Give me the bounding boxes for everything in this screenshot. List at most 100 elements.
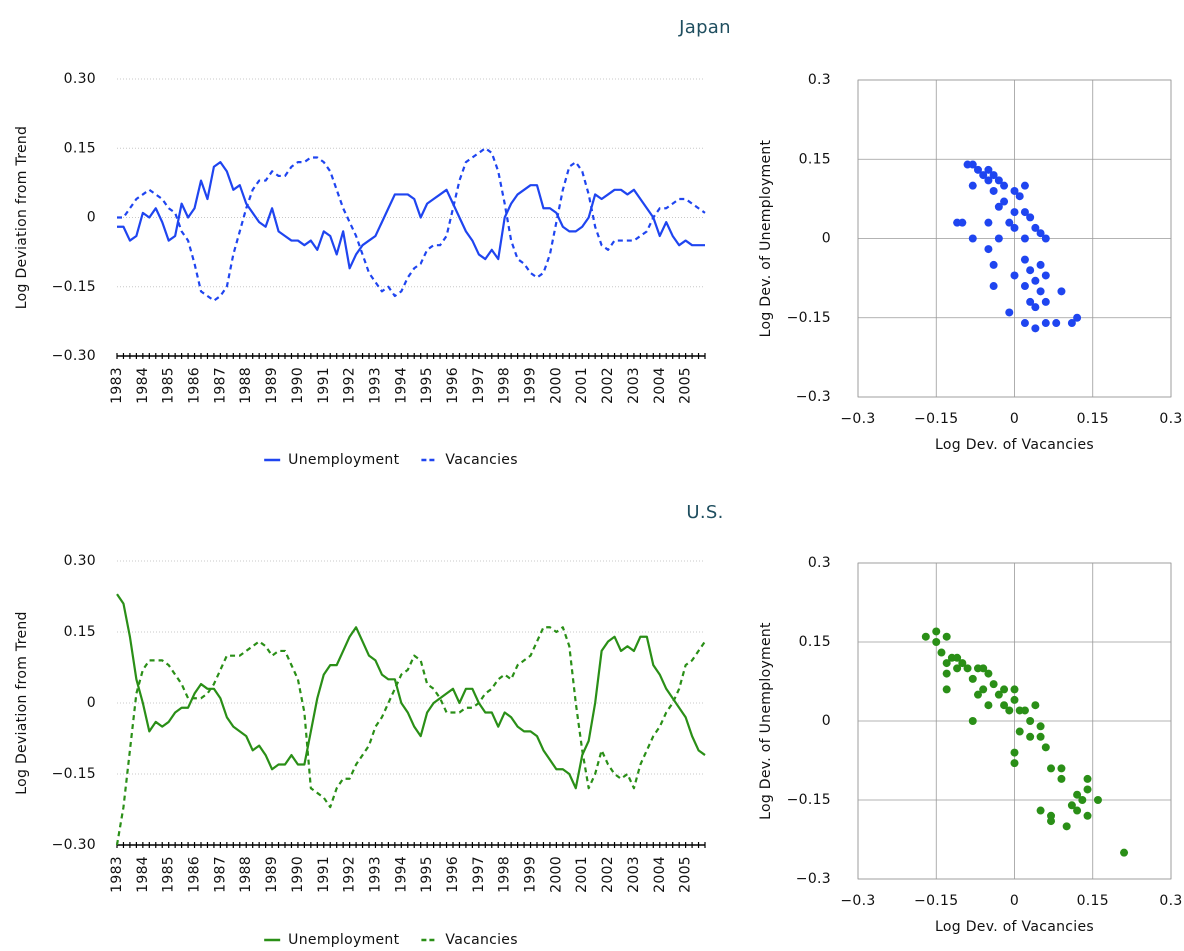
scatter-point — [1026, 732, 1035, 741]
x-tick-label: 1990 — [290, 367, 306, 404]
series-line — [117, 147, 706, 302]
scatter-point — [1047, 817, 1056, 826]
x-tick-label: 2005 — [678, 367, 694, 404]
x-tick-label: 2003 — [626, 856, 642, 893]
scatter-point — [1026, 297, 1035, 306]
x-tick-label: −0.3 — [840, 411, 875, 427]
scatter-point — [942, 659, 951, 668]
scatter-point — [953, 664, 962, 673]
scatter-point — [1041, 271, 1050, 280]
x-tick-label: 0.15 — [1077, 893, 1109, 909]
scatter-point — [984, 165, 993, 174]
y-tick-label: −0.15 — [787, 792, 831, 808]
y-tick-label: −0.3 — [796, 871, 831, 887]
scatter-point — [1010, 271, 1019, 280]
scatter-point — [1057, 287, 1066, 296]
scatter-point — [973, 690, 982, 699]
scatter-point — [1120, 848, 1129, 857]
scatter-point — [1067, 801, 1076, 810]
scatter-point — [953, 653, 962, 662]
scatter-point — [989, 282, 998, 291]
legend-label: Unemployment — [288, 932, 399, 948]
x-tick-label: 0 — [1010, 411, 1019, 427]
x-tick-label: 1983 — [109, 856, 125, 893]
x-tick-label: 1991 — [316, 856, 332, 893]
scatter-point — [1010, 186, 1019, 195]
scatter-point — [1052, 319, 1061, 328]
scatter-point — [1026, 266, 1035, 275]
scatter-point — [973, 165, 982, 174]
scatter-point — [979, 685, 988, 694]
scatter-point — [968, 181, 977, 190]
scatter-point — [984, 245, 993, 254]
scatter-point — [1041, 319, 1050, 328]
y-tick-label: 0 — [87, 210, 96, 226]
scatter-point — [1036, 260, 1045, 269]
scatter-point — [958, 218, 967, 227]
section-title: Japan — [678, 17, 731, 38]
legend: Unemployment Vacancies — [264, 452, 518, 468]
scatter-point — [1020, 234, 1029, 243]
scatter-point — [994, 234, 1003, 243]
scatter-point — [932, 627, 941, 636]
y-tick-label: 0.30 — [64, 553, 96, 569]
x-tick-label: 0.3 — [1159, 893, 1182, 909]
x-tick-label: 1989 — [264, 367, 280, 404]
y-tick-label: −0.15 — [52, 766, 96, 782]
x-tick-label: 1994 — [393, 367, 409, 404]
y-tick-label: −0.3 — [796, 389, 831, 405]
scatter-point — [1005, 218, 1014, 227]
y-tick-label: −0.30 — [52, 348, 96, 364]
x-tick-label: 1992 — [342, 856, 358, 893]
scatter-point — [1031, 701, 1040, 710]
y-tick-label: 0.15 — [64, 624, 96, 640]
y-tick-label: 0.30 — [64, 71, 96, 87]
x-tick-label: 2002 — [600, 856, 616, 893]
x-tick-label: 2002 — [600, 367, 616, 404]
scatter-point — [1015, 727, 1024, 736]
y-tick-label: 0.15 — [799, 634, 831, 650]
scatter-point — [984, 669, 993, 678]
scatter-point — [1000, 685, 1009, 694]
legend-label: Vacancies — [445, 932, 517, 948]
scatter-point — [958, 659, 967, 668]
y-tick-label: 0 — [822, 231, 831, 247]
scatter-point — [1010, 759, 1019, 768]
scatter-point — [968, 234, 977, 243]
scatter-point — [979, 664, 988, 673]
y-tick-label: 0 — [87, 695, 96, 711]
x-tick-label: 1996 — [445, 367, 461, 404]
x-axis-label: Log Dev. of Vacancies — [935, 919, 1094, 935]
scatter-point — [1057, 774, 1066, 783]
y-axis-label: Log Dev. of Unemployment — [758, 622, 774, 820]
x-tick-label: 2001 — [574, 856, 590, 893]
y-tick-label: 0.15 — [799, 151, 831, 167]
x-tick-label: 1987 — [212, 856, 228, 893]
x-tick-label: 2005 — [678, 856, 694, 893]
scatter-point — [1073, 806, 1082, 815]
x-tick-label: 1992 — [342, 367, 358, 404]
scatter-point — [1041, 743, 1050, 752]
scatter-point — [963, 664, 972, 673]
scatter-point — [1062, 822, 1071, 831]
y-tick-label: 0.3 — [808, 72, 831, 88]
scatter-point — [1010, 223, 1019, 232]
x-tick-label: 2001 — [574, 367, 590, 404]
scatter-point — [942, 669, 951, 678]
scatter-point — [1083, 774, 1092, 783]
x-tick-label: 0 — [1010, 893, 1019, 909]
scatter-point — [1031, 223, 1040, 232]
scatter-point — [1005, 308, 1014, 317]
plot-frame — [857, 562, 1172, 880]
scatter-point — [984, 701, 993, 710]
plot-frame — [857, 79, 1172, 398]
scatter-point — [1067, 319, 1076, 328]
scatter-point — [1041, 297, 1050, 306]
scatter-point — [1078, 796, 1087, 804]
scatter-point — [1036, 722, 1045, 731]
scatter-point — [1057, 764, 1066, 773]
y-axis-label: Log Deviation from Trend — [14, 126, 30, 309]
scatter-point — [1010, 695, 1019, 704]
x-tick-label: 0.15 — [1077, 411, 1109, 427]
scatter-point — [1015, 192, 1024, 201]
